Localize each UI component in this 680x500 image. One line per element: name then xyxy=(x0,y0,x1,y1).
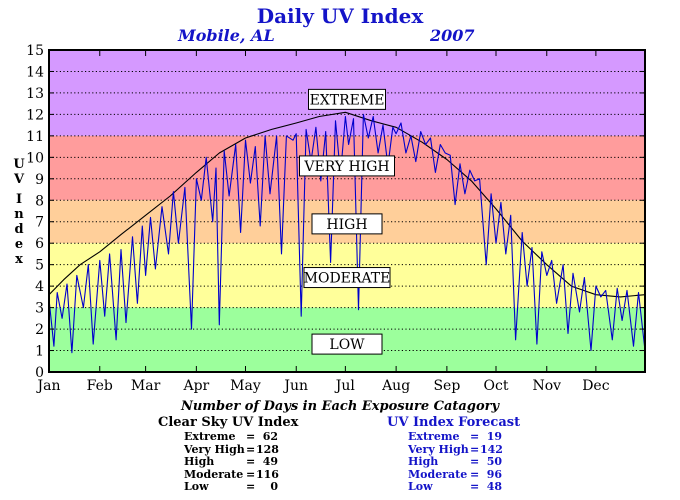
forecast-stat-value: 96 xyxy=(486,467,502,481)
clear-sky-stat-row-moderate: Moderate = 116 xyxy=(184,467,298,482)
forecast-stat-value: 50 xyxy=(486,455,502,468)
y-tick-label-4: 4 xyxy=(35,279,44,295)
y-tick-label-2: 2 xyxy=(35,322,44,338)
y-tick-label-11: 11 xyxy=(26,129,44,145)
clear-sky-stat-equals: = xyxy=(246,442,256,456)
x-tick-label-jul: Jul xyxy=(334,378,356,394)
stats-heading: Number of Days in Each Exposure Catagory xyxy=(180,399,500,414)
clear-sky-stat-value: 116 xyxy=(256,467,279,481)
y-tick-label-3: 3 xyxy=(35,301,44,317)
series-clear-sky xyxy=(48,111,646,298)
forecast-stat-label: Very High xyxy=(408,442,469,456)
forecast-stat-value: 142 xyxy=(480,442,503,456)
y-tick-label-9: 9 xyxy=(35,172,44,188)
clear-sky-stat-equals: = xyxy=(246,455,256,468)
clear-sky-stat-equals: = xyxy=(246,467,256,481)
forecast-stats: UV Index Forecast Extreme = 19 Very High = 14… xyxy=(387,415,520,494)
y-tick-label-8: 8 xyxy=(35,193,44,209)
chart-subtitle-location: Mobile, AL xyxy=(178,26,275,45)
forecast-stat-label: Extreme xyxy=(408,430,460,443)
forecast-stat-equals: = xyxy=(470,480,480,493)
clear-sky-stat-equals: = xyxy=(246,430,256,443)
clear-sky-stat-row-low: Low = 0 xyxy=(184,480,298,494)
plot-frame xyxy=(48,49,646,373)
clear-sky-stat-row-very-high: Very High = 128 xyxy=(184,442,298,457)
y-tick-label-15: 15 xyxy=(26,43,44,59)
forecast-stat-value: 19 xyxy=(486,430,502,443)
forecast-stat-label: Moderate xyxy=(408,467,468,481)
forecast-stat-row-extreme: Extreme = 19 xyxy=(408,430,520,444)
band-label-extreme: EXTREME xyxy=(310,92,385,108)
band-label-moderate: MODERATE xyxy=(304,271,391,287)
y-tick-label-5: 5 xyxy=(35,258,44,274)
band-label-box-extreme xyxy=(308,88,386,110)
x-tick-label-oct: Oct xyxy=(484,378,509,394)
forecast-stat-row-moderate: Moderate = 96 xyxy=(408,467,520,482)
clear-sky-stat-label: Very High xyxy=(184,442,245,456)
band-label-layer: EXTREME VERY HIGH HIGH MODERATE LOW xyxy=(299,88,395,355)
forecast-stat-equals: = xyxy=(470,467,480,481)
band-label-box-very-high xyxy=(299,155,395,177)
forecast-stat-row-low: Low = 48 xyxy=(408,480,520,494)
band-label-box-low xyxy=(311,333,383,355)
x-tick-label-dec: Dec xyxy=(582,378,610,394)
x-tick-label-jun: Jun xyxy=(282,378,308,394)
clear-sky-stat-label: Low xyxy=(184,480,209,493)
series-forecast xyxy=(48,113,646,354)
forecast-stat-row-very-high: Very High = 142 xyxy=(408,442,520,457)
y-tick-label-12: 12 xyxy=(26,107,44,123)
forecast-stat-label: High xyxy=(408,455,439,468)
clear-sky-stat-value: 128 xyxy=(256,442,279,456)
y-tick-label-13: 13 xyxy=(26,86,44,102)
clear-sky-stat-row-extreme: Extreme = 62 xyxy=(184,430,298,444)
forecast-stat-equals: = xyxy=(470,442,480,456)
x-tick-label-jan: Jan xyxy=(36,378,61,394)
forecast-stat-equals: = xyxy=(470,455,480,468)
y-tick-label-14: 14 xyxy=(26,64,44,80)
x-tick-label-aug: Aug xyxy=(381,378,410,394)
x-tick-label-may: May xyxy=(230,378,261,394)
clear-sky-stat-equals: = xyxy=(246,480,256,493)
band-label-box-moderate xyxy=(303,267,391,289)
clear-sky-stat-label: Extreme xyxy=(184,430,236,443)
x-tick-label-nov: Nov xyxy=(532,378,561,394)
clear-sky-stat-value: 0 xyxy=(270,480,278,493)
x-tick-label-feb: Feb xyxy=(87,378,113,394)
x-tick-label-mar: Mar xyxy=(131,378,161,394)
forecast-stat-equals: = xyxy=(470,430,480,443)
series-layer xyxy=(48,111,646,354)
y-tick-label-7: 7 xyxy=(35,215,44,231)
y-tick-label-10: 10 xyxy=(26,150,44,166)
clear-sky-stat-label: High xyxy=(184,455,215,468)
band-label-high: HIGH xyxy=(326,217,367,233)
clear-sky-stats: Clear Sky UV Index Extreme = 62 Very High = 1… xyxy=(158,415,298,494)
y-tick-label-6: 6 xyxy=(35,236,44,252)
forecast-stat-row-high: High = 50 xyxy=(408,455,520,469)
chart-subtitle-year: 2007 xyxy=(430,26,475,45)
clear-sky-stat-row-high: High = 49 xyxy=(184,455,298,469)
clear-sky-stat-label: Moderate xyxy=(184,467,244,481)
y-tick-label-0: 0 xyxy=(35,365,44,381)
clear-sky-stats-title: Clear Sky UV Index xyxy=(158,415,299,430)
band-label-low: LOW xyxy=(329,337,365,353)
clear-sky-stat-value: 49 xyxy=(262,455,278,468)
chart-title: Daily UV Index xyxy=(256,4,424,28)
band-label-very-high: VERY HIGH xyxy=(303,159,389,175)
forecast-stat-value: 48 xyxy=(486,480,502,493)
x-tick-label-apr: Apr xyxy=(182,378,209,394)
x-tick-label-sep: Sep xyxy=(433,378,460,394)
forecast-stats-title: UV Index Forecast xyxy=(387,415,521,430)
band-label-box-high xyxy=(311,213,383,235)
forecast-stat-label: Low xyxy=(408,480,433,493)
clear-sky-stat-value: 62 xyxy=(262,430,278,443)
y-tick-label-1: 1 xyxy=(35,344,44,360)
